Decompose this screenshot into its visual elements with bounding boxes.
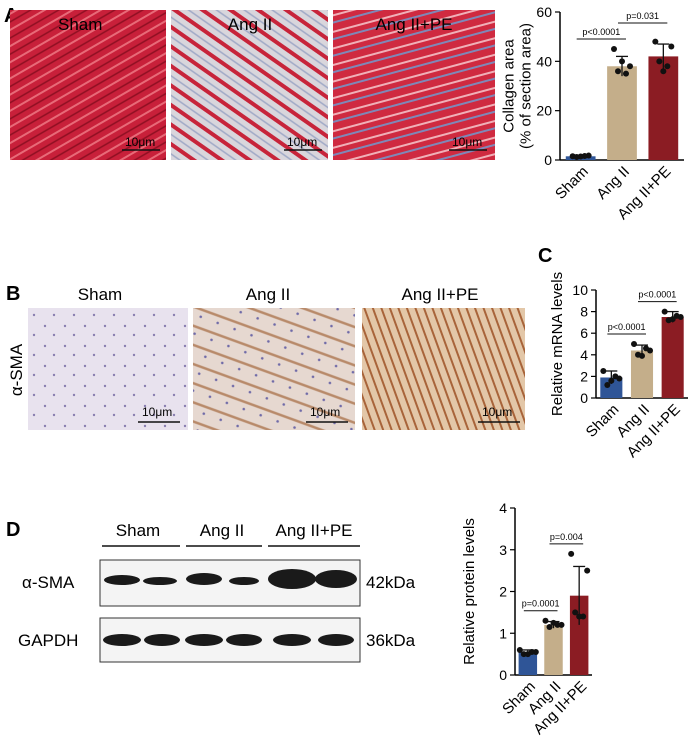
annotation: p<0.0001	[638, 290, 676, 300]
group-label: Ang II+PE	[275, 521, 352, 540]
data-point	[572, 609, 579, 616]
group-label: Ang II	[200, 521, 244, 540]
data-point	[568, 550, 575, 557]
bands	[103, 569, 357, 646]
micrograph	[171, 10, 328, 160]
panel-letter: B	[6, 283, 20, 305]
data-point	[608, 377, 615, 384]
y-tick-label: 0	[544, 152, 552, 168]
data-point	[550, 619, 557, 626]
y-axis-label: Collagen area	[501, 39, 518, 133]
data-point	[631, 341, 637, 347]
data-point	[612, 373, 619, 380]
data-point	[639, 352, 645, 359]
data-point	[660, 68, 667, 75]
y-tick-label: 8	[580, 304, 588, 320]
y-tick-label: 2	[580, 368, 588, 384]
bar	[630, 350, 654, 398]
y-tick-label: 4	[580, 347, 588, 363]
data-point	[584, 567, 591, 574]
size-label: 42kDa	[366, 573, 416, 592]
data-point	[669, 316, 676, 323]
row-label: α-SMA	[22, 573, 75, 592]
bar	[544, 624, 563, 675]
y-tick-label: 40	[536, 53, 552, 69]
data-point	[600, 368, 607, 374]
annotation: p=0.0001	[522, 599, 560, 609]
scale-label: 10μm	[287, 135, 317, 149]
image-label: Ang II+PE	[375, 15, 452, 34]
scale-label: 10μm	[482, 405, 512, 419]
image-label: Sham	[78, 285, 122, 304]
y-tick-label: 60	[536, 4, 552, 20]
data-point	[542, 617, 549, 624]
data-point	[652, 38, 659, 45]
data-point	[623, 70, 629, 77]
data-point	[673, 312, 680, 319]
y-tick-label: 20	[536, 103, 552, 119]
stain-label: α-SMA	[7, 343, 26, 396]
image-label: Ang II+PE	[401, 285, 478, 304]
scale-label: 10μm	[125, 135, 155, 149]
micrograph	[362, 308, 525, 430]
scale-label: 10μm	[142, 405, 172, 419]
data-point	[604, 382, 611, 389]
x-tick-label: Sham	[552, 163, 592, 203]
data-point	[664, 63, 671, 70]
data-point	[619, 58, 625, 65]
x-tick-label: Ang II	[593, 163, 633, 203]
bar	[661, 317, 684, 398]
data-point	[656, 58, 663, 65]
size-label: 36kDa	[366, 631, 416, 650]
annotation: p<0.0001	[608, 322, 646, 332]
data-point	[611, 46, 617, 52]
data-point	[668, 43, 675, 50]
micrograph	[333, 10, 495, 160]
y-tick-label: 3	[499, 542, 507, 558]
micrograph	[193, 308, 355, 430]
blot	[99, 559, 361, 607]
data-point	[516, 646, 523, 653]
image-label: Ang II	[246, 285, 290, 304]
y-axis-label: (% of section area)	[518, 23, 535, 149]
data-point	[643, 345, 649, 352]
panel-letter: C	[538, 245, 552, 267]
x-tick-label: Sham	[583, 401, 623, 441]
y-tick-label: 4	[499, 500, 507, 516]
y-axis-label: Relative protein levels	[461, 518, 478, 665]
y-tick-label: 10	[572, 282, 588, 298]
annotation: p<0.0001	[582, 27, 620, 37]
y-axis-label: Relative mRNA levels	[549, 272, 566, 416]
data-point	[576, 613, 583, 620]
image-label: Ang II	[228, 15, 272, 34]
group-label: Sham	[116, 521, 160, 540]
micrograph	[10, 10, 166, 160]
micrograph	[28, 308, 188, 430]
scale-label: 10μm	[310, 405, 340, 419]
bar	[607, 66, 637, 160]
data-point	[661, 308, 668, 315]
data-point	[546, 623, 553, 630]
panel-letter: D	[6, 519, 20, 541]
row-label: GAPDH	[18, 631, 78, 650]
y-tick-label: 0	[499, 667, 507, 683]
data-point	[524, 651, 531, 658]
scale-label: 10μm	[452, 135, 482, 149]
image-label: Sham	[58, 15, 102, 34]
y-tick-label: 2	[499, 584, 507, 600]
bar	[518, 652, 538, 675]
y-tick-label: 6	[580, 325, 588, 341]
data-point	[577, 153, 584, 160]
y-tick-label: 1	[499, 625, 507, 641]
y-tick-label: 0	[580, 390, 588, 406]
data-point	[615, 68, 621, 75]
annotation: p=0.031	[626, 11, 659, 21]
data-point	[627, 63, 633, 70]
annotation: p=0.004	[550, 532, 583, 542]
